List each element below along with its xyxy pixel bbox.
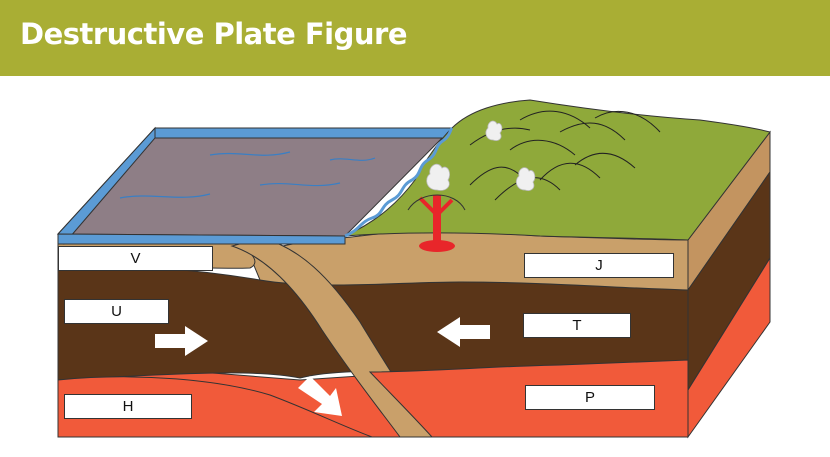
ocean-edge-top [155,128,452,138]
ash-plume-icon [427,164,450,190]
ocean-edge-front [58,234,345,244]
magma-conduit [433,195,441,245]
label-box-j[interactable]: J [524,253,674,278]
ash-plume-icon [486,121,502,140]
label-box-h[interactable]: H [64,394,192,419]
label-box-v[interactable]: V [58,246,213,271]
label-box-p[interactable]: P [525,385,655,410]
label-box-t[interactable]: T [523,313,631,338]
label-box-u[interactable]: U [64,299,169,324]
ash-plume-icon [516,168,535,191]
